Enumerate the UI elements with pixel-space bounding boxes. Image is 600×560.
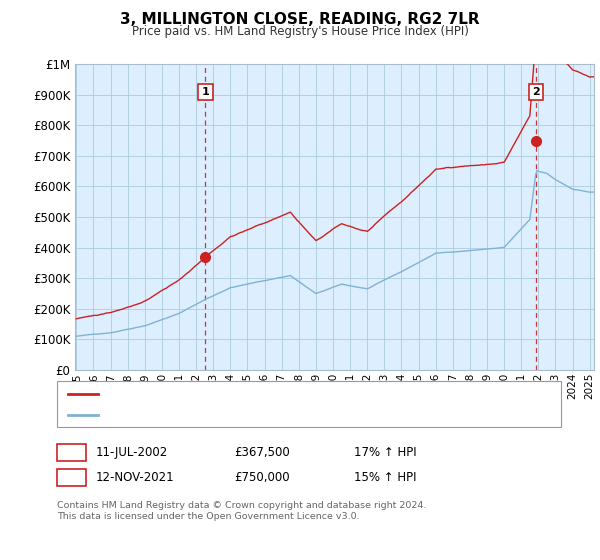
Text: 17% ↑ HPI: 17% ↑ HPI (354, 446, 416, 459)
Text: 1: 1 (202, 87, 209, 97)
Text: £750,000: £750,000 (234, 470, 290, 484)
Text: 2: 2 (67, 470, 76, 484)
Text: 11-JUL-2002: 11-JUL-2002 (96, 446, 168, 459)
Text: HPI: Average price, detached house, Reading: HPI: Average price, detached house, Read… (102, 410, 354, 420)
Text: Price paid vs. HM Land Registry's House Price Index (HPI): Price paid vs. HM Land Registry's House … (131, 25, 469, 38)
Text: £367,500: £367,500 (234, 446, 290, 459)
Text: 1: 1 (67, 446, 76, 459)
Text: 3, MILLINGTON CLOSE, READING, RG2 7LR: 3, MILLINGTON CLOSE, READING, RG2 7LR (120, 12, 480, 27)
Text: 3, MILLINGTON CLOSE, READING, RG2 7LR (detached house): 3, MILLINGTON CLOSE, READING, RG2 7LR (d… (102, 389, 440, 399)
Text: 15% ↑ HPI: 15% ↑ HPI (354, 470, 416, 484)
Text: 12-NOV-2021: 12-NOV-2021 (96, 470, 175, 484)
Text: 2: 2 (532, 87, 540, 97)
Text: Contains HM Land Registry data © Crown copyright and database right 2024.
This d: Contains HM Land Registry data © Crown c… (57, 501, 427, 521)
